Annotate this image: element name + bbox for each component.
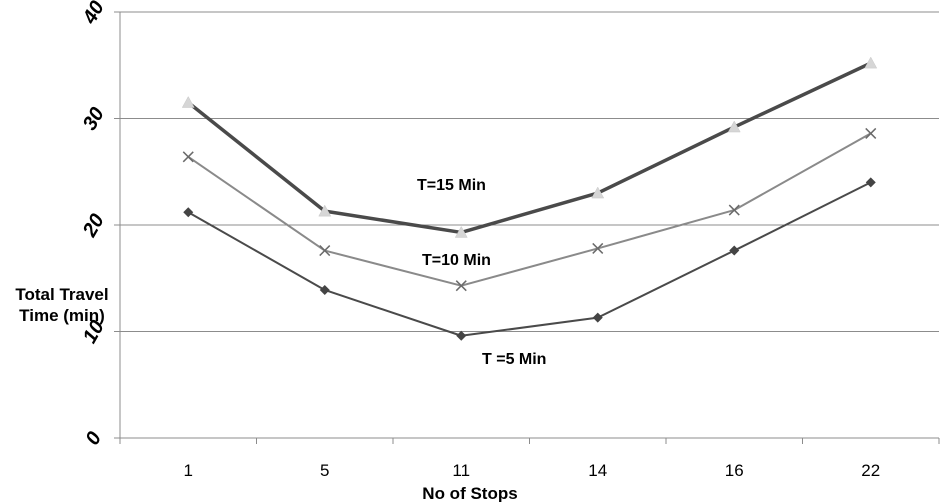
series-lines	[181, 56, 878, 341]
series-line-1	[187, 132, 872, 287]
x-tick-label-16: 16	[725, 461, 744, 480]
data-point-s0-11	[454, 225, 468, 238]
y-axis-label-line-2: Time (min)	[19, 306, 105, 325]
data-point-s1-22	[865, 127, 877, 139]
x-tick-label-11: 11	[452, 461, 470, 480]
data-point-s2-1	[183, 207, 194, 218]
data-point-s0-14	[591, 186, 605, 199]
data-point-s2-14	[592, 312, 603, 323]
x-tick-label-22: 22	[861, 461, 880, 480]
series-label-t15: T=15 Min	[417, 177, 486, 194]
data-point-s2-11	[456, 330, 467, 341]
data-point-s1-5	[319, 245, 331, 257]
data-point-s0-16	[727, 120, 741, 133]
x-tick-label-14: 14	[588, 461, 607, 480]
data-point-s2-22	[865, 177, 876, 188]
data-point-s1-11	[455, 280, 467, 292]
y-tick-label-40: 40	[78, 0, 109, 29]
series-line-0	[187, 61, 872, 235]
series-label-t10: T=10 Min	[422, 252, 491, 269]
data-point-s0-1	[181, 96, 195, 108]
x-tick-label-5: 5	[320, 461, 329, 480]
data-point-s1-16	[728, 204, 740, 216]
data-point-s2-5	[319, 284, 330, 295]
data-point-s1-1	[182, 151, 194, 163]
data-point-s0-22	[864, 56, 878, 69]
x-tick-label-1: 1	[184, 461, 193, 480]
gridlines	[120, 11, 939, 332]
x-axis-label: No of Stops	[422, 484, 517, 502]
data-point-s1-14	[592, 242, 604, 254]
data-point-s0-5	[318, 204, 332, 217]
y-axis-label-line-1: Total Travel	[15, 285, 108, 304]
series-line-2	[187, 181, 872, 337]
series-label-t5: T =5 Min	[482, 351, 546, 368]
labels: Total Travel Time (min) No of Stops T=15…	[15, 177, 546, 502]
y-tick-label-30: 30	[79, 104, 109, 134]
data-point-s2-16	[729, 245, 740, 256]
y-tick-label-20: 20	[78, 210, 109, 241]
y-tick-label-0: 0	[82, 428, 107, 449]
